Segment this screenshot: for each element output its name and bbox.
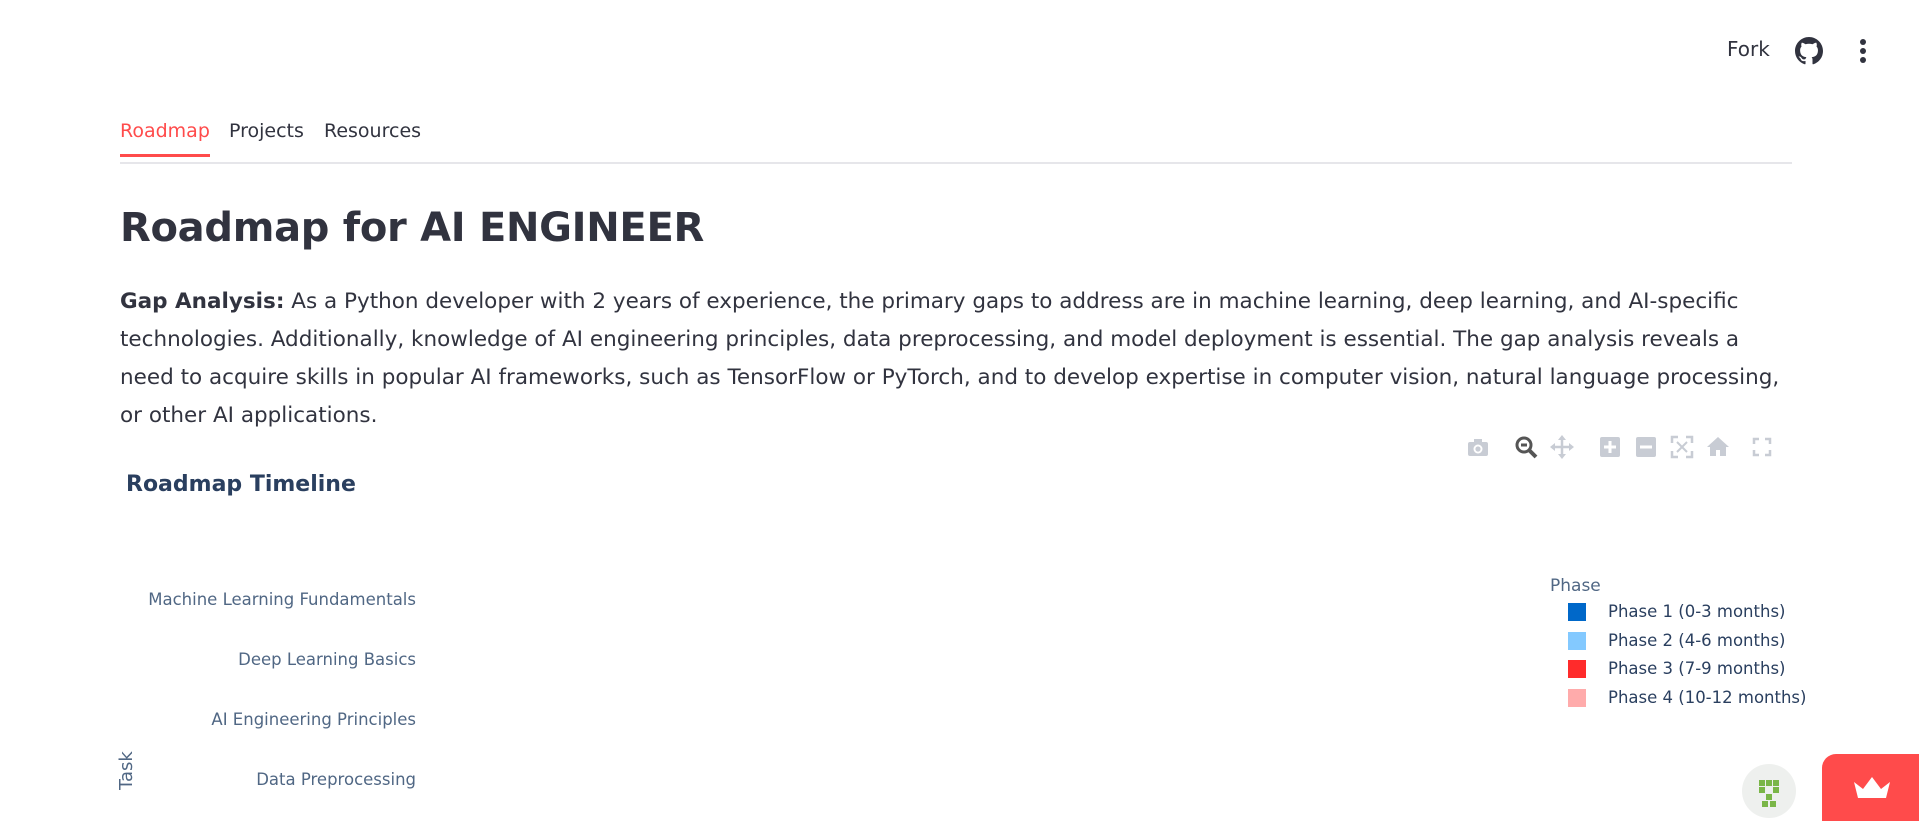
pan-icon[interactable] (1549, 434, 1575, 460)
streamlit-badge[interactable] (1822, 754, 1919, 821)
fork-button[interactable]: Fork (1727, 37, 1770, 61)
camera-icon[interactable] (1465, 434, 1491, 460)
legend-title: Phase (1550, 576, 1601, 596)
y-axis-title: Task (116, 751, 137, 790)
legend-swatch (1568, 688, 1586, 707)
gap-analysis-text: As a Python developer with 2 years of ex… (120, 289, 1780, 428)
legend-item[interactable]: Phase 4 (10-12 months) (1550, 686, 1806, 715)
legend-item[interactable]: Phase 1 (0-3 months) (1550, 600, 1785, 629)
y-tick-label: Deep Learning Basics (238, 650, 416, 669)
main-menu-icon[interactable] (1855, 36, 1871, 66)
tab-list: Roadmap Projects Resources (120, 116, 1792, 164)
legend-label: Phase 3 (7-9 months) (1608, 659, 1786, 678)
y-tick-label: AI Engineering Principles (211, 710, 416, 729)
legend-swatch (1568, 603, 1586, 621)
legend-swatch (1568, 660, 1586, 678)
gap-analysis-label: Gap Analysis: (120, 289, 285, 314)
tab-resources[interactable]: Resources (324, 120, 422, 142)
gap-analysis-paragraph: Gap Analysis: As a Python developer with… (120, 283, 1780, 435)
fullscreen-icon[interactable] (1749, 434, 1775, 460)
zoom-out-icon[interactable] (1633, 434, 1659, 460)
tab-roadmap[interactable]: Roadmap (120, 120, 210, 157)
app-header: Fork (0, 0, 1919, 96)
legend-item[interactable]: Phase 2 (4-6 months) (1550, 629, 1785, 658)
y-tick-label: Machine Learning Fundamentals (148, 590, 416, 609)
status-avatar[interactable] (1742, 764, 1796, 818)
tab-projects[interactable]: Projects (229, 120, 304, 142)
chart-title: Roadmap Timeline (126, 472, 356, 497)
crown-icon (1854, 777, 1890, 798)
y-tick-label: Data Preprocessing (256, 770, 416, 789)
legend-label: Phase 2 (4-6 months) (1608, 630, 1786, 650)
legend-label: Phase 1 (0-3 months) (1608, 602, 1786, 621)
reset-axes-icon[interactable] (1705, 434, 1731, 460)
legend-label: Phase 4 (10-12 months) (1608, 687, 1807, 707)
zoom-in-icon[interactable] (1597, 434, 1623, 460)
page-title: Roadmap for AI ENGINEER (120, 205, 704, 251)
autoscale-icon[interactable] (1669, 434, 1695, 460)
zoom-icon[interactable] (1513, 434, 1539, 460)
github-icon[interactable] (1795, 37, 1823, 65)
chart-legend: Phase Phase 1 (0-3 months) Phase 2 (4-6 … (1550, 576, 1806, 715)
legend-swatch (1568, 631, 1586, 650)
legend-item[interactable]: Phase 3 (7-9 months) (1550, 657, 1785, 686)
